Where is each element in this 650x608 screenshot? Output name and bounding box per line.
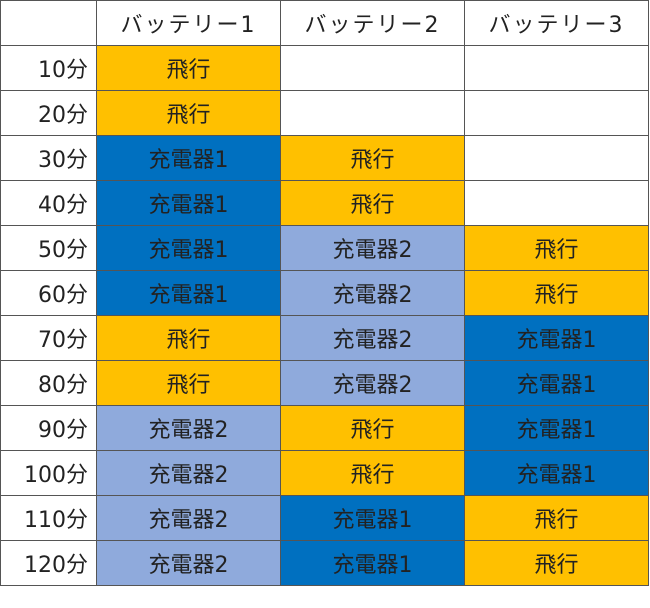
battery-1-status-cell: 充電器1 xyxy=(96,270,281,316)
battery-2-status-cell: 飛行 xyxy=(280,450,465,496)
time-label: 10分 xyxy=(0,45,97,91)
battery-3-status-cell xyxy=(464,135,649,181)
table-row: 90分 充電器2 飛行 充電器1 xyxy=(0,405,649,451)
battery-1-status-cell: 充電器2 xyxy=(96,450,281,496)
table-row: 20分 飛行 xyxy=(0,90,649,136)
battery-2-status-cell xyxy=(280,90,465,136)
table-row: 110分 充電器2 充電器1 飛行 xyxy=(0,495,649,541)
battery-2-status-cell: 飛行 xyxy=(280,180,465,226)
time-label: 20分 xyxy=(0,90,97,136)
time-label: 80分 xyxy=(0,360,97,406)
battery-1-status-cell: 飛行 xyxy=(96,45,281,91)
table-row: 10分 飛行 xyxy=(0,45,649,91)
table-row: 80分 飛行 充電器2 充電器1 xyxy=(0,360,649,406)
battery-1-status-cell: 充電器1 xyxy=(96,135,281,181)
battery-2-status-cell xyxy=(280,45,465,91)
battery-3-status-cell: 飛行 xyxy=(464,495,649,541)
battery-3-status-cell: 充電器1 xyxy=(464,450,649,496)
battery-schedule-table: バッテリー1 バッテリー2 バッテリー3 10分 飛行 20分 飛行 30分 充電器1 飛行… xyxy=(0,0,649,586)
battery-1-status-cell: 充電器1 xyxy=(96,225,281,271)
battery-2-status-cell: 充電器1 xyxy=(280,540,465,586)
time-label: 90分 xyxy=(0,405,97,451)
time-label: 100分 xyxy=(0,450,97,496)
battery-1-status-cell: 充電器2 xyxy=(96,405,281,451)
time-label: 50分 xyxy=(0,225,97,271)
battery-2-status-cell: 充電器2 xyxy=(280,315,465,361)
table-row: 30分 充電器1 飛行 xyxy=(0,135,649,181)
battery-3-status-cell xyxy=(464,180,649,226)
column-header-battery-1: バッテリー1 xyxy=(96,0,281,46)
table-row: 60分 充電器1 充電器2 飛行 xyxy=(0,270,649,316)
time-label: 70分 xyxy=(0,315,97,361)
battery-3-status-cell: 充電器1 xyxy=(464,315,649,361)
battery-1-status-cell: 飛行 xyxy=(96,315,281,361)
battery-2-status-cell: 充電器1 xyxy=(280,495,465,541)
battery-3-status-cell: 飛行 xyxy=(464,540,649,586)
table-row: 40分 充電器1 飛行 xyxy=(0,180,649,226)
battery-2-status-cell: 飛行 xyxy=(280,135,465,181)
battery-3-status-cell: 飛行 xyxy=(464,225,649,271)
battery-2-status-cell: 充電器2 xyxy=(280,360,465,406)
table-row: 50分 充電器1 充電器2 飛行 xyxy=(0,225,649,271)
time-label: 120分 xyxy=(0,540,97,586)
battery-1-status-cell: 飛行 xyxy=(96,360,281,406)
battery-1-status-cell: 飛行 xyxy=(96,90,281,136)
battery-1-status-cell: 充電器2 xyxy=(96,540,281,586)
battery-1-status-cell: 充電器2 xyxy=(96,495,281,541)
time-label: 40分 xyxy=(0,180,97,226)
battery-2-status-cell: 充電器2 xyxy=(280,270,465,316)
time-label: 60分 xyxy=(0,270,97,316)
battery-3-status-cell xyxy=(464,90,649,136)
table-row: 100分 充電器2 飛行 充電器1 xyxy=(0,450,649,496)
schedule-body: 10分 飛行 20分 飛行 30分 充電器1 飛行 40分 充電器1 飛行 50分 充電器1 充電器2 飛… xyxy=(0,45,649,586)
time-label: 30分 xyxy=(0,135,97,181)
battery-2-status-cell: 飛行 xyxy=(280,405,465,451)
battery-2-status-cell: 充電器2 xyxy=(280,225,465,271)
time-label: 110分 xyxy=(0,495,97,541)
corner-cell xyxy=(0,0,97,46)
column-header-battery-3: バッテリー3 xyxy=(464,0,649,46)
battery-3-status-cell xyxy=(464,45,649,91)
battery-3-status-cell: 充電器1 xyxy=(464,360,649,406)
table-row: 120分 充電器2 充電器1 飛行 xyxy=(0,540,649,586)
battery-3-status-cell: 充電器1 xyxy=(464,405,649,451)
header-row: バッテリー1 バッテリー2 バッテリー3 xyxy=(0,0,649,46)
battery-3-status-cell: 飛行 xyxy=(464,270,649,316)
column-header-battery-2: バッテリー2 xyxy=(280,0,465,46)
table-row: 70分 飛行 充電器2 充電器1 xyxy=(0,315,649,361)
battery-1-status-cell: 充電器1 xyxy=(96,180,281,226)
